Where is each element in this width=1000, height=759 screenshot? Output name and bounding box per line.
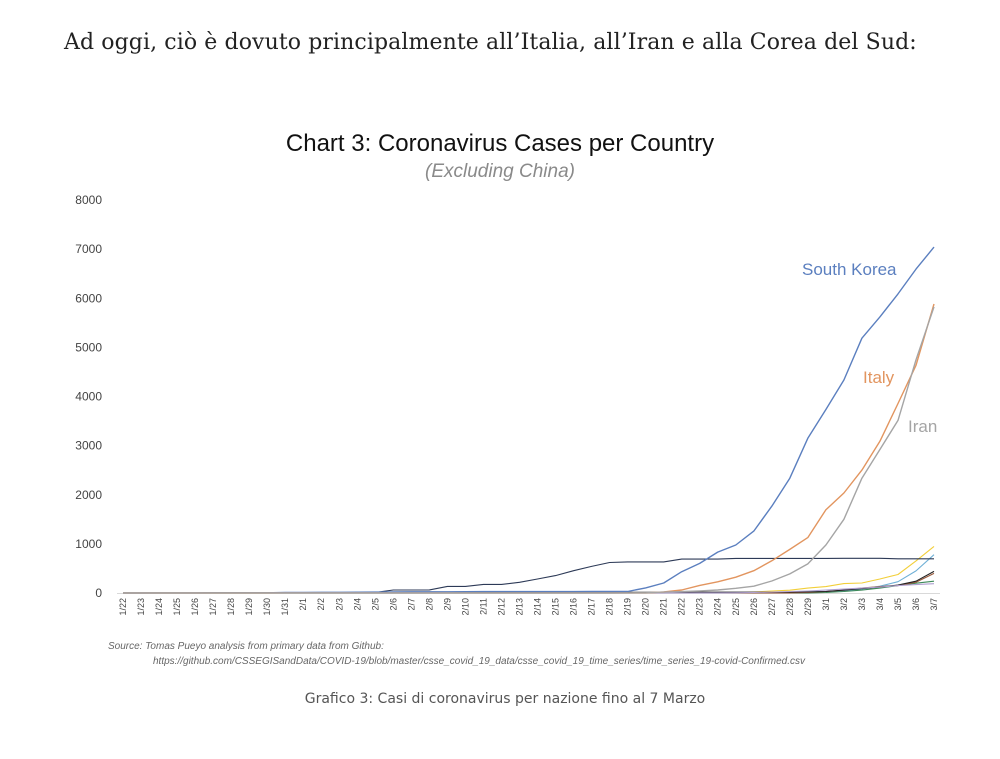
series-label-italy: Italy bbox=[863, 368, 895, 387]
x-tick-label: 1/23 bbox=[136, 598, 146, 616]
x-tick-label: 2/27 bbox=[767, 598, 777, 616]
series-line-country-7 bbox=[123, 572, 935, 594]
x-tick-label: 2/4 bbox=[352, 598, 362, 611]
x-tick-label: 2/16 bbox=[569, 598, 579, 616]
y-axis-ticks: 0 1000 2000 3000 4000 5000 6000 7000 8000 bbox=[75, 193, 102, 600]
cases-chart: Chart 3: Coronavirus Cases per Country (… bbox=[75, 130, 940, 667]
x-axis-ticks: 1/22 1/23 1/24 1/25 1/26 1/27 1/28 1/29 1/30 1/31… bbox=[118, 598, 939, 616]
series-labels: South Korea Italy Iran bbox=[802, 260, 937, 436]
y-tick-label: 0 bbox=[95, 586, 102, 600]
x-tick-label: 1/22 bbox=[118, 598, 128, 616]
x-tick-label: 2/15 bbox=[551, 598, 561, 616]
x-tick-label: 2/7 bbox=[406, 598, 416, 611]
x-tick-label: 2/29 bbox=[803, 598, 813, 616]
x-tick-label: 2/28 bbox=[785, 598, 795, 616]
x-tick-label: 2/8 bbox=[424, 598, 434, 611]
x-tick-label: 3/2 bbox=[839, 598, 849, 611]
x-tick-label: 2/6 bbox=[388, 598, 398, 611]
y-tick-label: 7000 bbox=[75, 242, 102, 256]
x-tick-label: 2/13 bbox=[514, 598, 524, 616]
x-tick-label: 1/25 bbox=[172, 598, 182, 616]
x-tick-label: 2/22 bbox=[677, 598, 687, 616]
x-tick-label: 2/14 bbox=[533, 598, 543, 616]
x-tick-label: 2/17 bbox=[587, 598, 597, 616]
source-note-line1: Source: Tomas Pueyo analysis from primar… bbox=[108, 641, 384, 652]
series-line-italy bbox=[123, 303, 935, 594]
x-tick-label: 1/26 bbox=[190, 598, 200, 616]
x-tick-label: 2/21 bbox=[659, 598, 669, 616]
x-tick-label: 2/5 bbox=[370, 598, 380, 611]
x-tick-label: 3/5 bbox=[893, 598, 903, 611]
x-tick-label: 1/28 bbox=[226, 598, 236, 616]
intro-paragraph: Ad oggi, ciò è dovuto principalmente all… bbox=[64, 30, 917, 55]
x-tick-label: 3/4 bbox=[875, 598, 885, 611]
x-tick-label: 1/31 bbox=[280, 598, 290, 616]
y-tick-label: 2000 bbox=[75, 488, 102, 502]
series-line-iran bbox=[123, 306, 935, 594]
y-tick-label: 1000 bbox=[75, 537, 102, 551]
x-tick-label: 2/10 bbox=[460, 598, 470, 616]
source-note-line2: https://github.com/CSSEGISandData/COVID-… bbox=[153, 656, 806, 667]
x-tick-label: 3/3 bbox=[857, 598, 867, 611]
x-tick-label: 1/24 bbox=[154, 598, 164, 616]
x-tick-label: 2/1 bbox=[298, 598, 308, 611]
figure-caption: Grafico 3: Casi di coronavirus per nazio… bbox=[304, 691, 706, 707]
x-tick-label: 2/23 bbox=[695, 598, 705, 616]
x-tick-label: 3/7 bbox=[929, 598, 939, 611]
x-tick-label: 2/9 bbox=[442, 598, 452, 611]
x-tick-label: 2/2 bbox=[316, 598, 326, 611]
x-tick-label: 2/19 bbox=[623, 598, 633, 616]
x-tick-label: 1/27 bbox=[208, 598, 218, 616]
x-tick-label: 2/12 bbox=[496, 598, 506, 616]
y-tick-label: 5000 bbox=[75, 340, 102, 354]
x-tick-label: 2/20 bbox=[641, 598, 651, 616]
chart-title: Chart 3: Coronavirus Cases per Country bbox=[286, 130, 714, 157]
series-line-country-3 bbox=[123, 545, 935, 594]
series-label-south-korea: South Korea bbox=[802, 260, 897, 279]
series-lines bbox=[123, 246, 935, 594]
x-tick-label: 2/24 bbox=[713, 598, 723, 616]
x-tick-label: 3/1 bbox=[821, 598, 831, 611]
x-tick-label: 2/18 bbox=[605, 598, 615, 616]
chart-subtitle: (Excluding China) bbox=[425, 161, 575, 182]
series-label-iran: Iran bbox=[908, 417, 937, 436]
series-line-country-8 bbox=[123, 570, 935, 594]
x-tick-label: 2/3 bbox=[334, 598, 344, 611]
x-tick-label: 2/11 bbox=[478, 598, 488, 615]
y-tick-label: 6000 bbox=[75, 291, 102, 305]
x-tick-label: 3/6 bbox=[911, 598, 921, 611]
y-tick-label: 4000 bbox=[75, 390, 102, 404]
y-tick-label: 8000 bbox=[75, 193, 102, 207]
x-tick-label: 2/25 bbox=[731, 598, 741, 616]
x-tick-label: 2/26 bbox=[749, 598, 759, 616]
x-tick-label: 1/29 bbox=[244, 598, 254, 616]
series-line-south-korea bbox=[123, 246, 935, 594]
y-tick-label: 3000 bbox=[75, 439, 102, 453]
x-tick-label: 1/30 bbox=[262, 598, 272, 616]
